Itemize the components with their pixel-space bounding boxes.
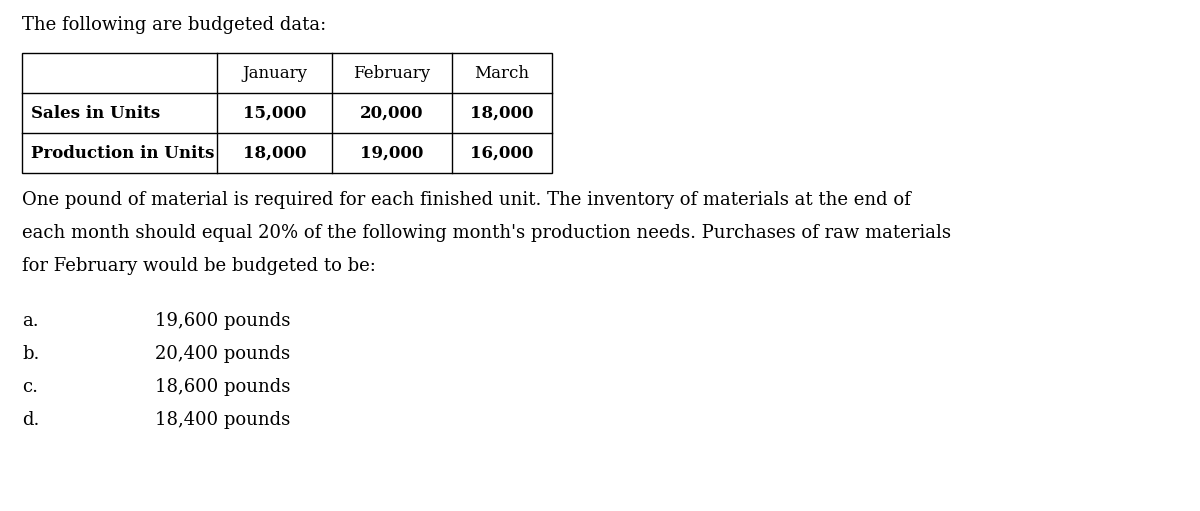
Text: 15,000: 15,000 [242,105,306,122]
Text: 18,000: 18,000 [242,145,306,161]
Text: January: January [242,64,307,81]
Text: 19,600 pounds: 19,600 pounds [155,312,290,330]
Text: 20,400 pounds: 20,400 pounds [155,345,290,363]
Bar [22,53,552,173]
Text: The following are budgeted data:: The following are budgeted data: [22,16,326,34]
Text: 18,400 pounds: 18,400 pounds [155,411,290,429]
Text: d.: d. [22,411,40,429]
Text: February: February [354,64,431,81]
Text: Production in Units: Production in Units [31,145,215,161]
Text: 20,000: 20,000 [360,105,424,122]
Text: March: March [474,64,529,81]
Text: 18,000: 18,000 [470,105,534,122]
Text: c.: c. [22,378,38,396]
Text: each month should equal 20% of the following month's production needs. Purchases: each month should equal 20% of the follo… [22,224,952,242]
Text: Sales in Units: Sales in Units [31,105,160,122]
Text: 19,000: 19,000 [360,145,424,161]
Text: 18,600 pounds: 18,600 pounds [155,378,290,396]
Text: for February would be budgeted to be:: for February would be budgeted to be: [22,257,376,275]
Text: One pound of material is required for each finished unit. The inventory of mater: One pound of material is required for ea… [22,191,911,209]
Text: a.: a. [22,312,38,330]
Text: b.: b. [22,345,40,363]
Text: 16,000: 16,000 [470,145,534,161]
